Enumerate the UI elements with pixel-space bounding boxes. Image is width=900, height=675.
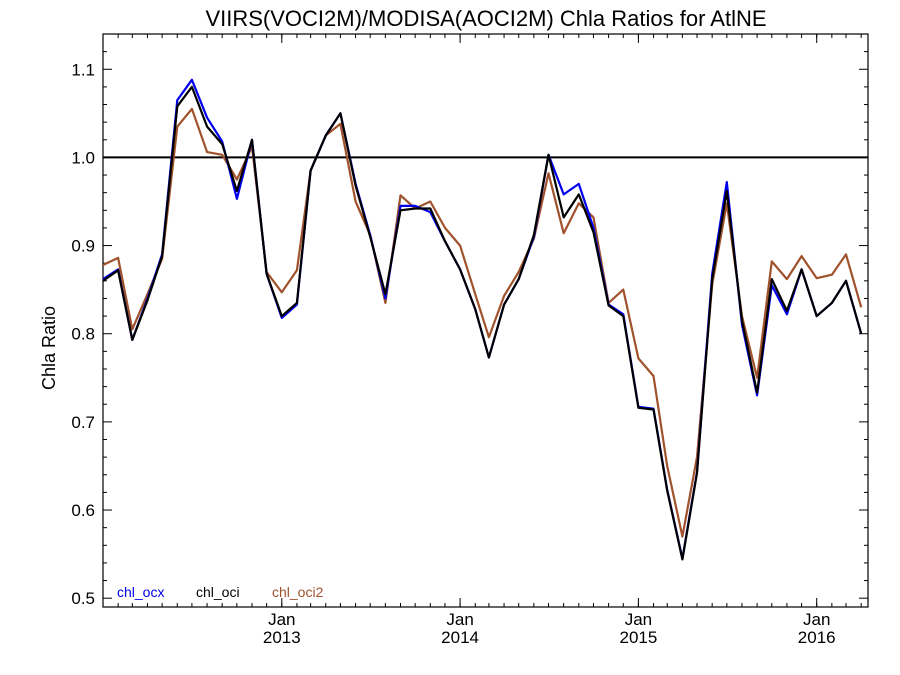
x-tick-label-month: Jan <box>446 610 473 629</box>
y-tick-label: 0.8 <box>71 325 95 344</box>
y-tick-label: 1.1 <box>71 60 95 79</box>
y-tick-label: 0.7 <box>71 413 95 432</box>
x-tick-label-year: 2015 <box>619 628 657 647</box>
plot-frame <box>102 33 869 608</box>
series-line-chl-oci <box>102 85 863 561</box>
y-axis-label: Chla Ratio <box>39 306 59 390</box>
legend: chl_ocx chl_oci chl_oci2 <box>117 584 324 600</box>
legend-item-chl-oci2: chl_oci2 <box>272 584 324 600</box>
x-tick-label-month: Jan <box>803 610 830 629</box>
y-tick-label: 0.9 <box>71 237 95 256</box>
series-line-chl-oci2 <box>102 107 863 538</box>
y-tick-label: 0.6 <box>71 501 95 520</box>
x-tick-label-year: 2014 <box>441 628 479 647</box>
legend-item-chl-oci: chl_oci <box>196 584 240 600</box>
y-tick-label: 0.5 <box>71 589 95 608</box>
x-tick-label-month: Jan <box>625 610 652 629</box>
x-tick-label-year: 2016 <box>798 628 836 647</box>
x-tick-label-year: 2013 <box>263 628 301 647</box>
series-layer <box>102 78 863 561</box>
y-tick-label: 1.0 <box>71 148 95 167</box>
chart-title: VIIRS(VOCI2M)/MODISA(AOCI2M) Chla Ratios… <box>205 6 766 31</box>
legend-item-chl-ocx: chl_ocx <box>117 584 164 600</box>
y-axis: 0.5 0.6 0.7 0.8 0.9 1.0 1.1 <box>71 51 868 608</box>
x-tick-label-month: Jan <box>268 610 295 629</box>
